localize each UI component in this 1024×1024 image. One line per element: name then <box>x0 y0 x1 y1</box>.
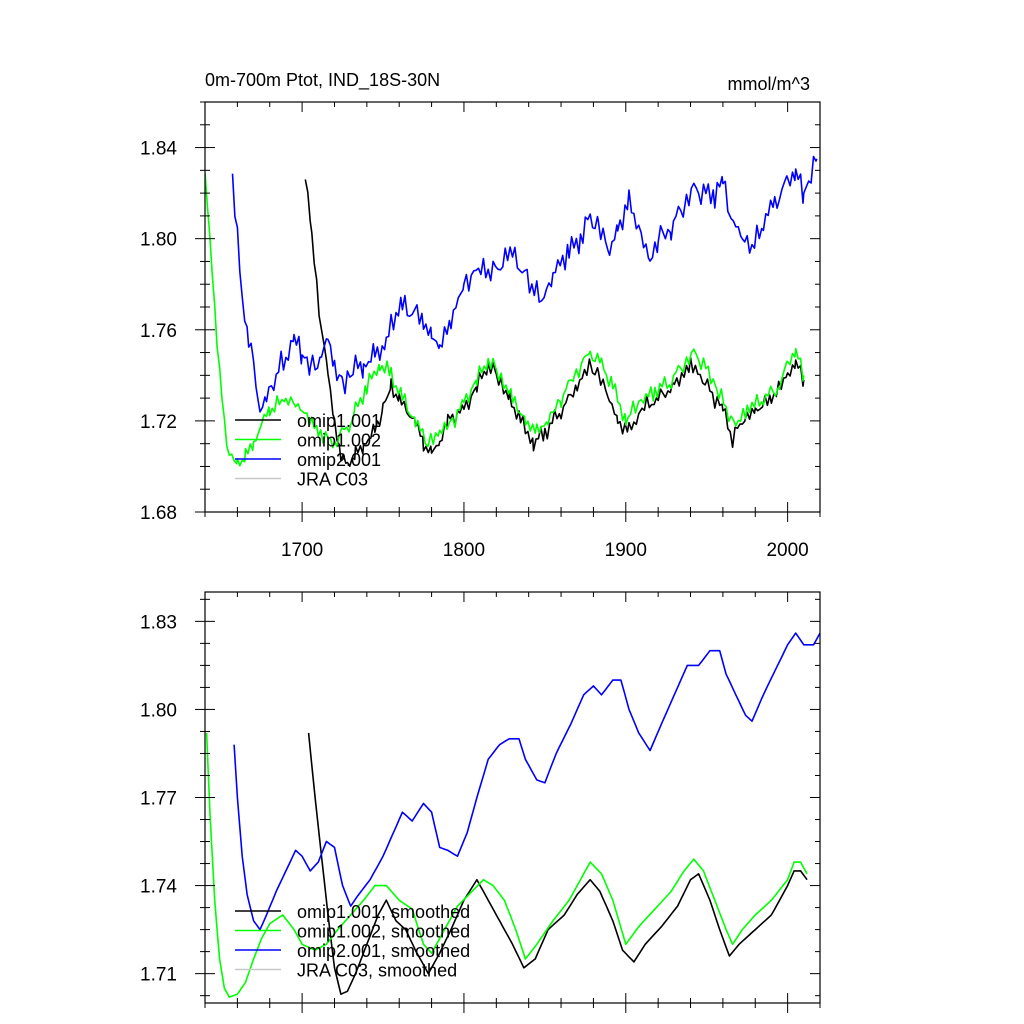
y-tick-label: 1.84 <box>140 139 177 160</box>
legend-label: omip1.001, smoothed <box>297 902 470 922</box>
legend-label: omip1.002, smoothed <box>297 922 470 942</box>
series-line-omip2-001 <box>231 155 818 413</box>
series-line-omip2-001-smoothed <box>233 632 820 931</box>
series-line-omip1-002-smoothed <box>205 732 808 998</box>
top-panel: 1700 1800 1900 2000 1.68 1.72 1.76 1.80 1.84 0m-7… <box>140 70 821 561</box>
legend-label: JRA C03, smoothed <box>297 961 457 981</box>
y-tick-label: 1.80 <box>140 700 177 721</box>
x-tick-label: 1900 <box>605 540 647 561</box>
legend-label: omip1.001 <box>297 411 381 431</box>
y-tick-label: 1.76 <box>140 321 177 342</box>
y-tick-label: 1.77 <box>140 789 177 810</box>
x-tick-label: 1700 <box>281 540 323 561</box>
y-tick-label: 1.68 <box>140 503 177 524</box>
series-line-omip1-002 <box>205 172 805 467</box>
y-tick-label: 1.83 <box>140 612 177 633</box>
y-tick-label: 1.80 <box>140 230 177 251</box>
x-tick-label: 2000 <box>766 540 808 561</box>
y-tick-label: 1.71 <box>140 965 177 986</box>
y-tick-label: 1.72 <box>140 412 177 433</box>
plot-area <box>205 632 820 998</box>
legend-label: JRA C03 <box>297 470 368 490</box>
legend-label: omip1.002 <box>297 431 381 451</box>
series-line-omip1-001 <box>304 179 805 467</box>
legend-label: omip2.001, smoothed <box>297 941 470 961</box>
plot-area <box>205 155 818 467</box>
series-line-omip1-001-smoothed <box>307 732 808 995</box>
units-label: mmol/m^3 <box>728 74 810 94</box>
x-tick-label: 1800 <box>443 540 485 561</box>
y-tick-label: 1.74 <box>140 877 177 898</box>
chart-title: 0m-700m Ptot, IND_18S-30N <box>205 70 440 91</box>
legend-label: omip2.001 <box>297 450 381 470</box>
